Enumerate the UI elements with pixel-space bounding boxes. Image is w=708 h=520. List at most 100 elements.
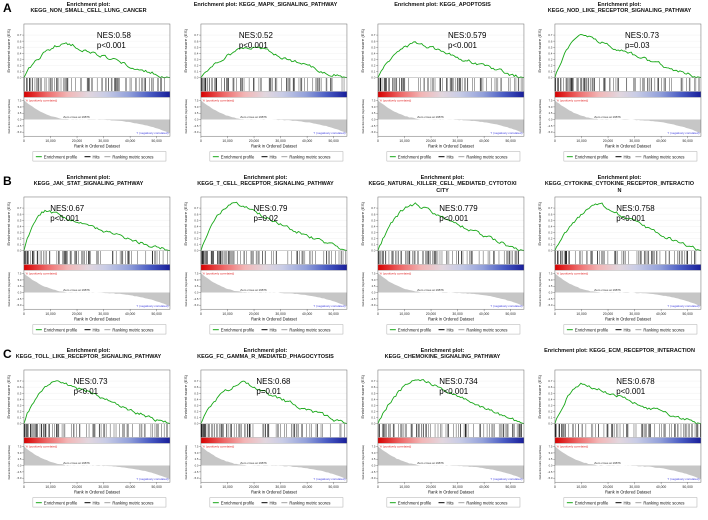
svg-text:7.5: 7.5 [372, 272, 376, 276]
svg-text:0.7: 0.7 [194, 379, 198, 383]
svg-text:'l' (negatively correlated): 'l' (negatively correlated) [136, 477, 168, 481]
svg-text:50,000: 50,000 [152, 485, 162, 489]
svg-text:0.0: 0.0 [195, 291, 199, 295]
svg-text:Hits: Hits [446, 500, 453, 505]
svg-text:-5.0: -5.0 [194, 130, 199, 134]
svg-text:0.0: 0.0 [17, 422, 21, 426]
svg-text:Enrichment profile: Enrichment profile [575, 500, 609, 505]
svg-text:Ranking metric scores: Ranking metric scores [466, 500, 507, 505]
svg-text:NES:0.734: NES:0.734 [439, 377, 478, 386]
svg-text:-2.5: -2.5 [17, 470, 22, 474]
svg-text:30,000: 30,000 [452, 139, 462, 143]
svg-text:Enrichment profile: Enrichment profile [398, 327, 432, 332]
svg-text:10,000: 10,000 [45, 312, 55, 316]
svg-text:0.7: 0.7 [17, 379, 21, 383]
svg-text:0.6: 0.6 [548, 39, 552, 43]
svg-text:-2.5: -2.5 [194, 124, 199, 128]
svg-text:Ranked list metric (Signal2Noi: Ranked list metric (Signal2Noise) [184, 99, 188, 134]
svg-text:0.0: 0.0 [549, 464, 553, 468]
svg-text:Ranked list metric (Signal2Noi: Ranked list metric (Signal2Noise) [184, 272, 188, 307]
svg-text:Ranked list metric (Signal2Noi: Ranked list metric (Signal2Noise) [7, 445, 11, 480]
svg-text:30,000: 30,000 [98, 139, 108, 143]
svg-text:7.5: 7.5 [195, 99, 199, 103]
svg-text:30,000: 30,000 [275, 312, 285, 316]
svg-text:0.5: 0.5 [548, 45, 552, 49]
svg-text:Ranked list metric (Signal2Noi: Ranked list metric (Signal2Noise) [361, 445, 365, 480]
svg-text:2.5: 2.5 [372, 284, 376, 288]
svg-text:-5.0: -5.0 [194, 303, 199, 307]
svg-text:'h' (positively correlated): 'h' (positively correlated) [202, 99, 234, 103]
gsea-panel: Enrichment plot: KEGG_ECM_RECEPTOR_INTER… [531, 346, 708, 516]
svg-text:0.5: 0.5 [548, 391, 552, 395]
enrichment-plot: 0.0 0.1 0.2 0.3 0.4 0.5 0.6 0.7 7.5 5.0 2.5 0.0 -2.5… [184, 369, 348, 508]
svg-text:0.0: 0.0 [194, 249, 198, 253]
row-label: A [3, 1, 12, 15]
svg-text:-5.0: -5.0 [548, 303, 553, 307]
svg-text:p<0.001: p<0.001 [448, 41, 477, 50]
svg-text:-2.5: -2.5 [371, 124, 376, 128]
svg-text:p=0.01: p=0.01 [256, 387, 281, 396]
svg-text:0.1: 0.1 [17, 243, 21, 247]
svg-text:0.0: 0.0 [372, 464, 376, 468]
svg-text:2.5: 2.5 [18, 284, 22, 288]
svg-text:20,000: 20,000 [603, 139, 613, 143]
enrichment-plot: 0.0 0.1 0.2 0.3 0.4 0.5 0.6 0.7 7.5 5.0 2.5 0.0 -2.5… [184, 196, 348, 335]
svg-text:7.5: 7.5 [18, 99, 22, 103]
svg-text:5.0: 5.0 [195, 451, 199, 455]
svg-text:0.3: 0.3 [17, 230, 21, 234]
svg-text:0.2: 0.2 [194, 410, 198, 414]
svg-text:-5.0: -5.0 [17, 130, 22, 134]
svg-text:'l' (negatively correlated): 'l' (negatively correlated) [313, 477, 345, 481]
svg-text:0.0: 0.0 [194, 76, 198, 80]
svg-text:Ranked list metric (Signal2Noi: Ranked list metric (Signal2Noise) [538, 99, 542, 134]
svg-text:7.5: 7.5 [195, 445, 199, 449]
svg-text:Enrichment score (ES): Enrichment score (ES) [538, 374, 542, 419]
svg-text:0.7: 0.7 [548, 33, 552, 37]
svg-text:0.6: 0.6 [194, 212, 198, 216]
svg-text:'h' (positively correlated): 'h' (positively correlated) [379, 445, 411, 449]
svg-text:'l' (negatively correlated): 'l' (negatively correlated) [136, 304, 168, 308]
svg-text:Enrichment profile: Enrichment profile [44, 500, 78, 505]
svg-text:0.6: 0.6 [548, 212, 552, 216]
svg-text:Rank in Ordered Dataset: Rank in Ordered Dataset [605, 144, 652, 149]
panel-title: Enrichment plot: KEGG_JAK_STAT_SIGNALING_… [33, 175, 144, 188]
svg-text:0.7: 0.7 [371, 206, 375, 210]
row-label: C [3, 347, 12, 361]
svg-text:0.3: 0.3 [194, 230, 198, 234]
svg-text:0.4: 0.4 [17, 51, 21, 55]
svg-text:Enrichment score (ES): Enrichment score (ES) [538, 201, 542, 246]
svg-text:0.2: 0.2 [371, 410, 375, 414]
svg-text:Zero cross at 19876: Zero cross at 19876 [594, 461, 621, 465]
svg-text:0.0: 0.0 [18, 118, 22, 122]
svg-text:Ranked list metric (Signal2Noi: Ranked list metric (Signal2Noise) [538, 272, 542, 307]
svg-text:0: 0 [554, 485, 556, 489]
svg-text:0.7: 0.7 [194, 33, 198, 37]
svg-text:0.3: 0.3 [371, 57, 375, 61]
svg-text:0.2: 0.2 [548, 64, 552, 68]
svg-text:Enrichment score (ES): Enrichment score (ES) [361, 201, 365, 246]
svg-text:Zero cross at 19876: Zero cross at 19876 [63, 115, 90, 119]
figure-row: A Enrichment plot: KEGG_NON_SMALL_CELL_LU… [0, 0, 708, 173]
svg-text:Zero cross at 19876: Zero cross at 19876 [417, 115, 444, 119]
svg-text:0.6: 0.6 [194, 385, 198, 389]
svg-text:0.4: 0.4 [548, 224, 552, 228]
svg-text:50,000: 50,000 [506, 485, 516, 489]
svg-text:10,000: 10,000 [399, 485, 409, 489]
svg-text:0.0: 0.0 [194, 422, 198, 426]
svg-text:p<0.001: p<0.001 [439, 214, 468, 223]
svg-text:-5.0: -5.0 [548, 476, 553, 480]
svg-text:p<0.001: p<0.001 [616, 387, 645, 396]
svg-text:30,000: 30,000 [98, 485, 108, 489]
panel-title: Enrichment plot: KEGG_ECM_RECEPTOR_INTER… [544, 348, 695, 354]
svg-text:-2.5: -2.5 [194, 470, 199, 474]
svg-text:Enrichment profile: Enrichment profile [221, 327, 255, 332]
svg-text:0.4: 0.4 [548, 397, 552, 401]
svg-text:0.0: 0.0 [195, 118, 199, 122]
svg-text:2.5: 2.5 [195, 284, 199, 288]
svg-text:'h' (positively correlated): 'h' (positively correlated) [25, 445, 57, 449]
gsea-panel: Enrichment plot: KEGG_FC_GAMMA_R_MEDIATED… [177, 346, 354, 516]
svg-text:Ranking metric scores: Ranking metric scores [643, 500, 684, 505]
enrichment-plot: 0.0 0.1 0.2 0.3 0.4 0.5 0.6 0.7 7.5 5.0 2.5 0.0 -2.5… [538, 369, 702, 508]
svg-text:50,000: 50,000 [152, 312, 162, 316]
svg-text:0.0: 0.0 [371, 76, 375, 80]
